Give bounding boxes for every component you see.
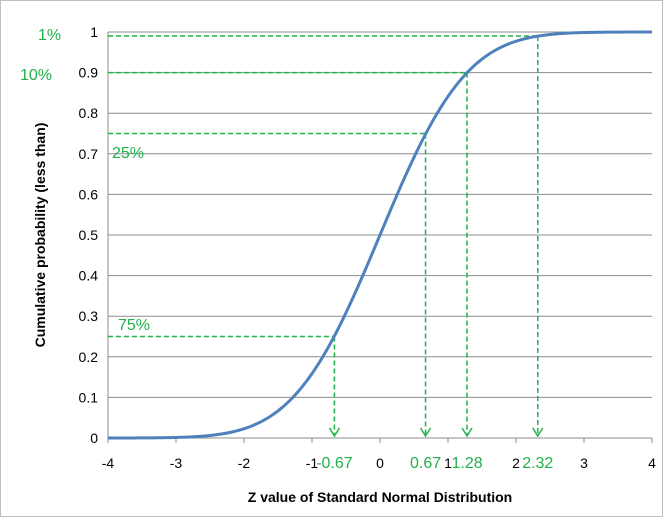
grid-lines: [108, 31, 652, 398]
annotation-z-label: 1.28: [451, 455, 482, 472]
x-tick-label: 0: [376, 455, 384, 471]
x-tick-label: -1: [306, 455, 319, 471]
y-tick-label: 0.5: [79, 227, 99, 243]
cdf-series-line: [107, 30, 653, 440]
annotation-z-label: 2.32: [522, 455, 553, 472]
x-axis-title: Z value of Standard Normal Distribution: [248, 489, 512, 505]
y-tick-label: 0.4: [79, 268, 99, 284]
y-tick-label: 0.7: [79, 146, 99, 162]
annotation-arrowhead: [328, 427, 341, 438]
annotation-percent-label: 1%: [38, 27, 61, 44]
y-tick-label: 1: [90, 24, 98, 40]
x-tick-labels: -4 -3 -2 -1 0 1 2 3 4: [102, 455, 656, 471]
annotation-arrowhead: [419, 427, 432, 438]
annotation-percent-label: 75%: [118, 317, 150, 334]
annotation-z-label: -0.67: [316, 455, 353, 472]
annotation-arrowhead: [532, 427, 544, 438]
annotation-percent-label: 25%: [112, 145, 144, 162]
annotation-percent-label: 10%: [20, 67, 52, 84]
y-tick-label: 0.2: [79, 349, 99, 365]
x-tick-label: -2: [238, 455, 251, 471]
y-tick-labels: 0 0.1 0.2 0.3 0.4 0.5 0.6 0.7 0.8 0.9 1: [79, 24, 99, 446]
x-tick-label: 4: [648, 455, 656, 471]
y-tick-label: 0.8: [79, 105, 99, 121]
y-axis-title: Cumulative probability (less than): [32, 123, 48, 348]
x-tick-label: -4: [102, 455, 115, 471]
y-tick-label: 0.1: [79, 389, 99, 405]
annotation-labels: 1% 2.32 10% 1.28 25% 0.67 75% -0.67: [20, 27, 553, 472]
x-tick-label: 1: [444, 455, 452, 471]
y-tick-label: 0.9: [79, 65, 99, 81]
x-tick-label: -3: [170, 455, 183, 471]
y-tick-label: 0.6: [79, 186, 99, 202]
series-group: [107, 30, 653, 440]
annotation-z-label: 0.67: [410, 455, 441, 472]
annotation-lines: [108, 35, 544, 438]
y-tick-label: 0: [90, 430, 98, 446]
y-tick-label: 0.3: [79, 308, 99, 324]
axis-lines: [107, 32, 653, 443]
x-tick-label: 3: [580, 455, 588, 471]
x-tick-label: 2: [512, 455, 520, 471]
annotation-arrowhead: [461, 427, 473, 438]
